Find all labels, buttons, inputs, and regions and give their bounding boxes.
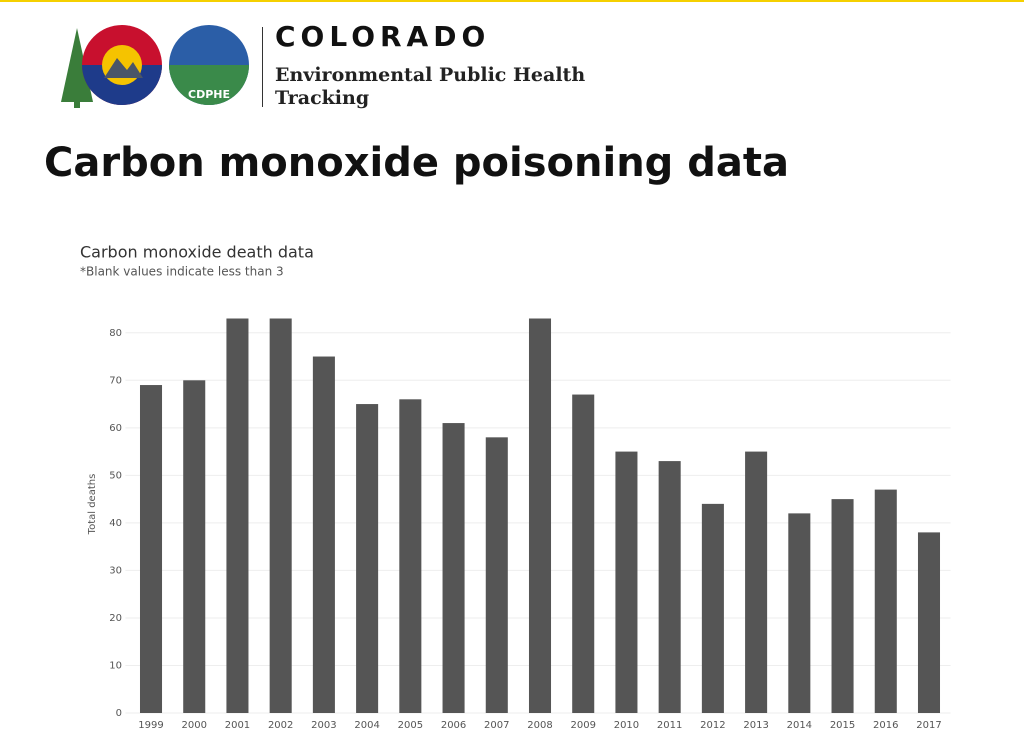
- bar: [356, 404, 379, 713]
- bar: [701, 503, 724, 713]
- x-tick-label: 2006: [441, 720, 466, 731]
- x-tick-label: 2008: [527, 720, 552, 731]
- bar: [572, 394, 595, 713]
- x-tick-label: 2014: [787, 720, 812, 731]
- x-tick-label: 2005: [398, 720, 423, 731]
- bar: [442, 423, 465, 713]
- y-tick-label: 60: [109, 423, 122, 434]
- y-tick-label: 20: [109, 613, 122, 624]
- page-title: Carbon monoxide poisoning data: [44, 140, 789, 186]
- bar: [312, 356, 335, 713]
- x-tick-label: 2009: [570, 720, 595, 731]
- bar: [485, 437, 508, 713]
- bar: [917, 532, 941, 713]
- chart-title: Carbon monoxide death data: [80, 243, 314, 262]
- x-tick-label: 2010: [614, 720, 639, 731]
- y-tick-label: 0: [116, 708, 122, 719]
- brand: COLORADO: [275, 20, 491, 53]
- x-tick-label: 1999: [138, 720, 163, 731]
- logo-text: CDPHE: [188, 88, 230, 101]
- bar: [139, 385, 163, 713]
- bar: [269, 318, 292, 713]
- x-tick-label: 2004: [354, 720, 379, 731]
- bar: [399, 399, 422, 713]
- x-tick-label: 2007: [484, 720, 509, 731]
- chart-subtitle: *Blank values indicate less than 3: [80, 265, 284, 279]
- divider: [262, 27, 263, 107]
- bar: [183, 380, 206, 713]
- bar: [615, 451, 638, 713]
- bar: [528, 318, 552, 713]
- y-tick-label: 50: [109, 470, 122, 481]
- logos: CDPHE: [61, 25, 249, 108]
- brand-subtitle: Environmental Public Health Tracking: [275, 64, 586, 109]
- bar: [874, 489, 897, 713]
- y-tick-label: 10: [109, 660, 122, 671]
- x-tick-label: 2011: [657, 720, 682, 731]
- x-tick-label: 2003: [311, 720, 336, 731]
- x-tick-label: 2000: [182, 720, 207, 731]
- x-tick-label: 2001: [225, 720, 250, 731]
- x-tick-label: 2012: [700, 720, 725, 731]
- bar: [788, 513, 811, 713]
- x-tick-label: 2015: [830, 720, 855, 731]
- x-tick-label: 2016: [873, 720, 898, 731]
- x-tick-label: 2013: [743, 720, 768, 731]
- y-axis-label: Total deaths: [87, 474, 98, 536]
- y-tick-label: 30: [109, 565, 122, 576]
- bar: [831, 499, 854, 713]
- x-tick-label: 2002: [268, 720, 293, 731]
- bar: [226, 318, 249, 713]
- bar: [658, 461, 681, 713]
- bar: [745, 451, 768, 713]
- y-tick-label: 70: [109, 375, 122, 386]
- y-tick-label: 80: [109, 328, 122, 339]
- y-tick-label: 40: [109, 518, 122, 529]
- x-tick-label: 2017: [916, 720, 941, 731]
